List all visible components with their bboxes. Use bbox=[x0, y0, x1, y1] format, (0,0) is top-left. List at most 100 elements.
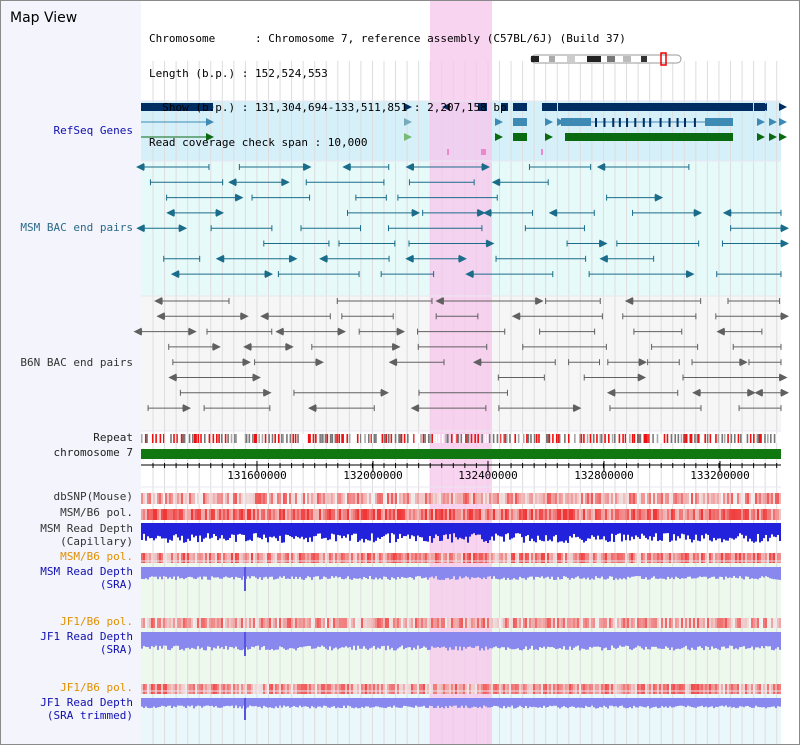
msm-depth-capillary-bar bbox=[325, 523, 327, 538]
dbsnp-heat bbox=[675, 493, 677, 504]
track-label-dbsnp[interactable]: dbSNP(Mouse) bbox=[53, 490, 133, 503]
jf1-b6-pol-heat bbox=[303, 618, 305, 628]
dbsnp-heat bbox=[541, 493, 543, 504]
jf1-depth-trimmed-bar bbox=[533, 698, 535, 707]
repeat-mark bbox=[592, 434, 595, 443]
msm-b6-pol-heat bbox=[377, 509, 379, 520]
msm-b6-pol-heat bbox=[735, 509, 737, 520]
track-label-msm-depth-sra[interactable]: MSM Read Depth bbox=[40, 565, 133, 578]
jf1-depth-sra-bar bbox=[261, 632, 263, 648]
jf1-depth-trimmed-bar bbox=[293, 698, 295, 706]
jf1-b6-pol-heat-2 bbox=[289, 684, 291, 694]
msm-depth-capillary-bar bbox=[483, 523, 485, 542]
msm-b6-pol-heat bbox=[647, 509, 649, 520]
jf1-b6-pol-heat-2 bbox=[517, 684, 519, 694]
jf1-depth-sra-bar bbox=[331, 632, 333, 651]
jf1-b6-pol-heat-2 bbox=[671, 684, 673, 694]
dbsnp-heat bbox=[563, 493, 565, 504]
track-label-repeat[interactable]: Repeat bbox=[93, 431, 133, 444]
jf1-depth-sra-bar bbox=[477, 632, 479, 646]
track-label-msm-b6-pol[interactable]: MSM/B6 pol. bbox=[60, 506, 133, 519]
msm-depth-sra-bar bbox=[529, 567, 531, 577]
msm-b6-pol-heat bbox=[731, 509, 733, 520]
jf1-b6-pol-heat bbox=[359, 618, 361, 628]
msm-depth-sra-bar bbox=[359, 567, 361, 579]
dbsnp-heat bbox=[355, 493, 357, 504]
msm-depth-sra-bar bbox=[151, 567, 153, 577]
msm-depth-sra-bar bbox=[215, 567, 217, 578]
jf1-depth-sra-bar bbox=[541, 632, 543, 648]
track-label-refseq[interactable]: RefSeq Genes bbox=[53, 124, 133, 137]
dbsnp-heat bbox=[457, 493, 459, 504]
jf1-depth-trimmed-bar bbox=[167, 698, 169, 706]
jf1-depth-sra-bar bbox=[661, 632, 663, 649]
strand-arrow bbox=[263, 388, 272, 397]
msm-depth-capillary-bar bbox=[745, 523, 747, 536]
jf1-b6-pol-heat-2 bbox=[591, 684, 593, 694]
jf1-depth-sra-bar bbox=[765, 632, 767, 646]
jf1-b6-pol-heat bbox=[723, 618, 725, 628]
track-label-chromosome[interactable]: chromosome 7 bbox=[53, 446, 133, 459]
msm-b6-pol-heat-2 bbox=[769, 553, 771, 563]
msm-b6-pol-heat-2 bbox=[649, 553, 651, 563]
axis-tick-label: 133200000 bbox=[690, 469, 750, 482]
jf1-depth-trimmed-bar bbox=[311, 698, 313, 707]
msm-depth-capillary-bar bbox=[151, 523, 153, 539]
msm-b6-pol-heat-2 bbox=[663, 553, 665, 563]
track-label-b6n-bac[interactable]: B6N BAC end pairs bbox=[20, 356, 133, 369]
chromosome-bar bbox=[141, 449, 781, 459]
jf1-b6-pol-heat bbox=[423, 618, 425, 628]
jf1-b6-pol-heat bbox=[325, 618, 327, 628]
jf1-b6-pol-heat-2 bbox=[679, 684, 681, 694]
repeat-mark bbox=[162, 434, 165, 443]
jf1-depth-trimmed-bar bbox=[747, 698, 749, 706]
jf1-depth-sra-bar bbox=[203, 632, 205, 651]
jf1-depth-trimmed-bar bbox=[511, 698, 513, 706]
track-label-msm-b6-pol-2[interactable]: MSM/B6 pol. bbox=[60, 550, 133, 563]
msm-b6-pol-heat bbox=[653, 509, 655, 520]
jf1-b6-pol-heat-2 bbox=[361, 684, 363, 694]
msm-b6-pol-heat bbox=[249, 509, 251, 520]
jf1-b6-pol-heat bbox=[269, 618, 271, 628]
dbsnp-heat bbox=[157, 493, 159, 504]
jf1-b6-pol-heat-2 bbox=[435, 684, 437, 694]
track-label-msm-bac[interactable]: MSM BAC end pairs bbox=[20, 221, 133, 234]
msm-depth-capillary-bar bbox=[543, 523, 545, 542]
msm-b6-pol-heat bbox=[761, 509, 763, 520]
jf1-depth-sra-bar bbox=[413, 632, 415, 648]
repeat-mark bbox=[281, 434, 283, 443]
msm-b6-pol-heat bbox=[323, 509, 325, 520]
jf1-b6-pol-heat bbox=[333, 618, 335, 628]
msm-depth-sra-bar bbox=[517, 567, 519, 580]
jf1-b6-pol-heat bbox=[161, 618, 163, 628]
jf1-depth-trimmed-bar bbox=[419, 698, 421, 707]
jf1-b6-pol-heat bbox=[531, 618, 533, 628]
jf1-depth-sra-bar bbox=[499, 632, 501, 649]
track-label-jf1-b6-pol[interactable]: JF1/B6 pol. bbox=[60, 615, 133, 628]
track-label-msm-depth-capillary[interactable]: MSM Read Depth bbox=[40, 522, 133, 535]
repeat-mark bbox=[292, 434, 295, 443]
msm-depth-capillary-bar bbox=[243, 523, 245, 535]
msm-depth-capillary-bar bbox=[369, 523, 371, 541]
msm-depth-sra-bar bbox=[723, 567, 725, 580]
repeat-mark bbox=[749, 434, 752, 443]
track-label-jf1-depth-sra[interactable]: JF1 Read Depth bbox=[40, 630, 133, 643]
jf1-depth-sra-bar bbox=[399, 632, 401, 648]
jf1-b6-pol-heat bbox=[733, 618, 735, 628]
msm-depth-capillary-bar bbox=[561, 523, 563, 542]
msm-depth-capillary-bar bbox=[427, 523, 429, 542]
msm-b6-pol-heat bbox=[207, 509, 209, 520]
msm-depth-sra-bar bbox=[181, 567, 183, 578]
jf1-b6-pol-heat bbox=[169, 618, 171, 628]
jf1-b6-pol-heat bbox=[437, 618, 439, 628]
jf1-b6-pol-heat bbox=[517, 618, 519, 628]
msm-depth-sra-bar bbox=[401, 567, 403, 577]
msm-b6-pol-heat bbox=[581, 509, 583, 520]
msm-b6-pol-heat bbox=[589, 509, 591, 520]
jf1-depth-sra-bar bbox=[613, 632, 615, 648]
msm-depth-capillary-bar bbox=[219, 523, 221, 539]
track-label-jf1-depth-trimmed[interactable]: JF1 Read Depth bbox=[40, 696, 133, 709]
jf1-depth-trimmed-bar bbox=[459, 698, 461, 708]
track-label-jf1-b6-pol-2[interactable]: JF1/B6 pol. bbox=[60, 681, 133, 694]
